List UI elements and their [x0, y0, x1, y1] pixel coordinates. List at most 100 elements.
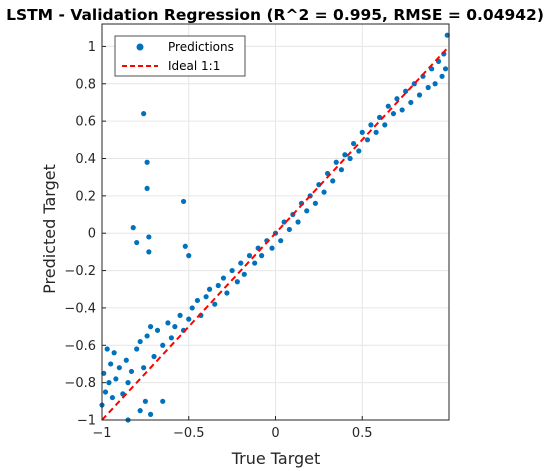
prediction-point-90	[130, 225, 136, 231]
prediction-point-49	[278, 238, 284, 244]
prediction-point-81	[416, 92, 423, 98]
legend-label-predictions: Predictions	[168, 40, 234, 54]
y-tick-label-10: 1	[88, 40, 96, 55]
grid-lines	[101, 24, 449, 421]
prediction-point-55	[304, 208, 310, 214]
x-axis-label: True Target	[231, 449, 321, 468]
y-tick-label-8: 0.6	[75, 115, 96, 130]
prediction-point-65	[347, 155, 353, 162]
x-tick-label-2: 0	[271, 426, 279, 441]
prediction-point-19	[147, 324, 154, 330]
prediction-point-93	[144, 159, 150, 165]
prediction-point-13	[128, 368, 135, 375]
prediction-point-64	[342, 152, 348, 158]
legend: Predictions Ideal 1:1	[114, 35, 246, 77]
prediction-point-77	[399, 107, 405, 113]
prediction-point-89	[442, 66, 449, 72]
x-tick-label-3: 0.5	[352, 426, 373, 441]
prediction-point-33	[206, 286, 213, 292]
prediction-point-101	[137, 408, 143, 414]
prediction-point-29	[189, 305, 195, 311]
prediction-point-87	[439, 73, 445, 79]
prediction-point-63	[338, 167, 345, 173]
prediction-point-102	[147, 411, 154, 417]
prediction-point-53	[295, 219, 301, 225]
ideal-line	[101, 45, 450, 421]
prediction-point-35	[215, 282, 221, 289]
prediction-point-26	[177, 312, 183, 318]
prediction-point-58	[316, 182, 322, 188]
prediction-point-20	[151, 353, 157, 360]
prediction-point-43	[252, 260, 258, 266]
prediction-point-57	[312, 200, 319, 206]
prediction-point-61	[330, 178, 336, 184]
chart-title: LSTM - Validation Regression (R^2 = 0.99…	[6, 6, 544, 24]
prediction-point-79	[408, 99, 414, 106]
prediction-point-96	[146, 249, 152, 255]
prediction-point-16	[141, 365, 147, 371]
prediction-point-66	[350, 140, 357, 147]
y-tick-label-1: −0.8	[64, 376, 96, 391]
x-tick-label-0: −1	[92, 426, 111, 441]
y-tick-label-0: −1	[77, 414, 96, 429]
prediction-point-2	[102, 389, 109, 395]
y-tick-label-3: −0.4	[64, 301, 96, 316]
prediction-point-40	[238, 260, 244, 266]
prediction-point-39	[234, 279, 240, 285]
prediction-point-50	[281, 219, 287, 225]
prediction-point-25	[172, 324, 178, 330]
scatter-points	[99, 32, 450, 423]
prediction-point-36	[220, 275, 227, 281]
prediction-point-17	[142, 398, 148, 404]
y-tick-label-6: 0.2	[75, 189, 96, 204]
prediction-point-70	[368, 122, 374, 128]
y-axis-ticks: −1 −0.8 −0.6 −0.4 −0.2 0 0.2 0.4 0.6 0.8 1	[64, 40, 106, 429]
y-tick-label-9: 0.8	[75, 77, 96, 92]
prediction-point-94	[144, 185, 150, 191]
prediction-point-5	[108, 361, 114, 367]
prediction-point-34	[212, 301, 218, 307]
prediction-point-14	[134, 346, 140, 352]
prediction-point-78	[403, 88, 409, 94]
prediction-point-37	[224, 290, 230, 296]
prediction-point-41	[241, 271, 247, 277]
prediction-point-69	[364, 137, 371, 143]
prediction-point-7	[111, 350, 117, 356]
prediction-point-103	[160, 398, 166, 404]
legend-label-ideal: Ideal 1:1	[168, 59, 220, 73]
prediction-point-51	[286, 226, 292, 233]
legend-marker-predictions	[136, 43, 144, 51]
legend-box	[114, 35, 246, 77]
prediction-point-45	[259, 253, 265, 259]
prediction-point-67	[356, 148, 362, 154]
prediction-point-47	[269, 245, 275, 251]
prediction-point-73	[382, 122, 388, 128]
prediction-point-22	[160, 342, 166, 348]
prediction-point-59	[321, 189, 327, 195]
prediction-point-4	[106, 380, 112, 386]
prediction-point-83	[425, 84, 431, 91]
prediction-point-85	[432, 81, 438, 87]
prediction-point-24	[168, 335, 174, 341]
prediction-point-99	[186, 253, 192, 259]
prediction-point-92	[141, 111, 147, 117]
prediction-point-23	[165, 320, 171, 326]
prediction-point-76	[394, 96, 400, 102]
prediction-point-38	[229, 267, 235, 274]
prediction-point-95	[146, 234, 152, 240]
prediction-point-74	[385, 103, 391, 109]
x-axis-ticks: −1 −0.5 0 0.5	[92, 416, 373, 441]
y-axis-label: Predicted Target	[40, 164, 59, 294]
prediction-point-18	[144, 333, 150, 339]
prediction-point-12	[125, 380, 131, 386]
prediction-point-9	[116, 365, 122, 371]
prediction-point-42	[246, 253, 253, 259]
prediction-point-15	[137, 338, 143, 345]
prediction-point-71	[373, 129, 379, 135]
x-tick-label-1: −0.5	[173, 426, 205, 441]
prediction-point-28	[186, 316, 192, 322]
prediction-point-91	[134, 239, 140, 246]
prediction-point-75	[390, 111, 397, 117]
y-tick-label-7: 0.4	[75, 152, 96, 167]
